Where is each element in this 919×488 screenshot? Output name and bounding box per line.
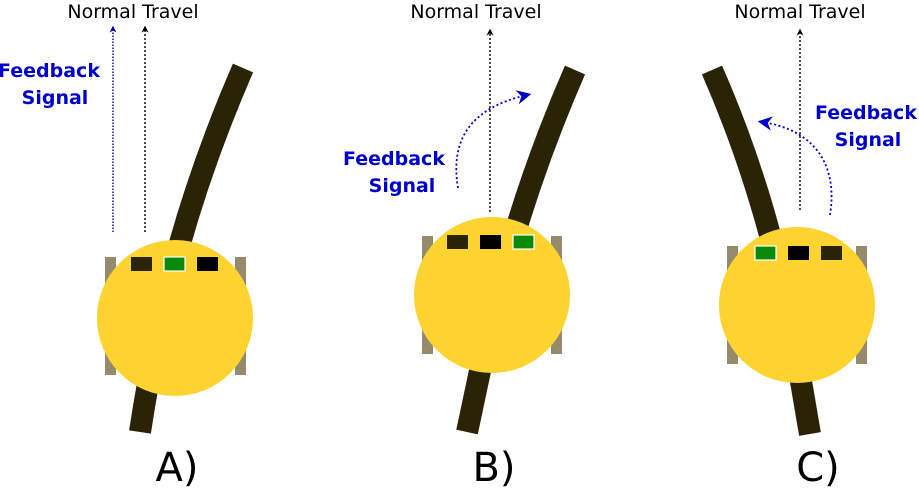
feedback-arrow <box>757 116 833 216</box>
robot-body <box>97 240 253 396</box>
feedback-label-line1: Feedback <box>0 60 100 82</box>
normal-travel-label: Normal Travel <box>67 1 198 23</box>
panel-c: Normal Travel Feedback Signal C) <box>701 1 917 488</box>
sensor-right <box>512 234 535 250</box>
feedback-label-line1: Feedback <box>815 102 917 124</box>
feedback-arrow <box>455 90 532 189</box>
feedback-label-line2: Signal <box>22 87 89 109</box>
panel-b: Normal Travel Feedback Signal B) <box>343 1 586 488</box>
sensor-left <box>447 235 468 249</box>
sensor-right <box>821 246 842 260</box>
feedback-label-line2: Signal <box>835 129 902 151</box>
sensor-left <box>754 245 777 261</box>
panel-a: Normal Travel Feedback Signal A) <box>0 1 254 488</box>
sensor-center <box>480 235 501 249</box>
normal-travel-label: Normal Travel <box>734 1 865 23</box>
feedback-label-line2: Signal <box>369 175 436 197</box>
panel-label: A) <box>156 445 199 488</box>
sensor-center <box>788 246 809 260</box>
sensor-center <box>163 256 186 272</box>
robot-body <box>414 217 570 373</box>
sensor-right <box>197 257 218 271</box>
feedback-label-line1: Feedback <box>343 148 445 170</box>
panel-label: B) <box>472 445 515 488</box>
sensor-left <box>131 257 152 271</box>
normal-travel-label: Normal Travel <box>410 1 541 23</box>
panel-label: C) <box>796 445 840 488</box>
robot-body <box>719 227 875 383</box>
